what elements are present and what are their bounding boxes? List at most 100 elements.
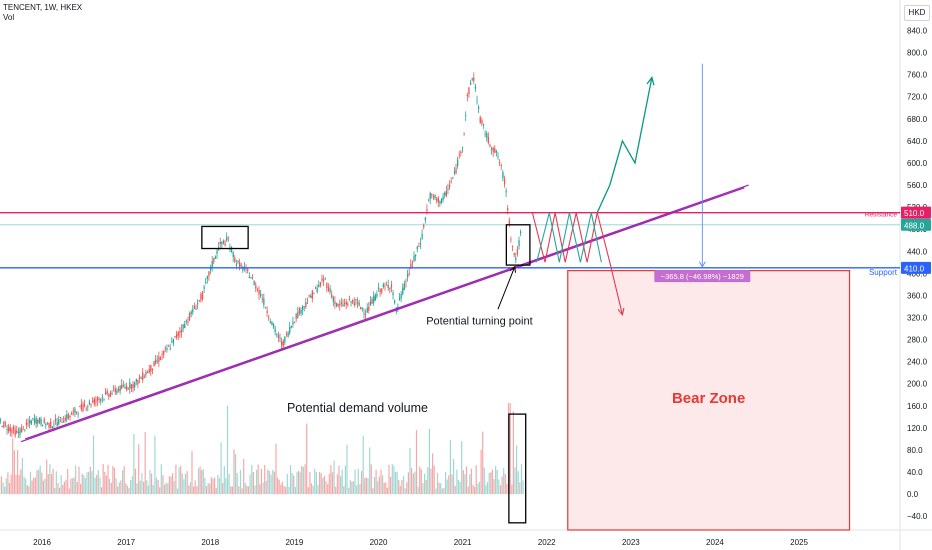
x-tick-label: 2018 <box>201 538 219 547</box>
volume-bar <box>138 444 140 495</box>
volume-bar <box>517 471 519 495</box>
candle-body <box>486 133 488 138</box>
volume-bar <box>147 485 149 495</box>
candle-body <box>27 423 29 425</box>
volume-bar <box>354 469 356 495</box>
candle-body <box>497 156 499 158</box>
volume-bar <box>480 449 482 495</box>
candle-body <box>234 257 236 262</box>
volume-bar <box>239 470 242 495</box>
candle-body <box>376 293 378 297</box>
candle-body <box>90 404 92 406</box>
y-tick-label: −40.0 <box>907 512 928 521</box>
candle-body <box>1 426 3 428</box>
candle-body <box>468 87 470 94</box>
volume-bar <box>440 483 442 495</box>
volume-bar <box>217 475 219 495</box>
candle-body <box>337 304 339 306</box>
volume-bar <box>63 481 65 495</box>
candle-body <box>88 401 91 405</box>
volume-bar <box>2 482 4 495</box>
candle-body <box>502 172 504 179</box>
volume-bar <box>298 470 300 495</box>
volume-bar <box>425 480 427 495</box>
candle-body <box>108 394 110 397</box>
volume-bar <box>491 469 493 495</box>
volume-bar <box>139 480 141 495</box>
candle-body <box>101 397 103 399</box>
candle-body <box>179 331 181 333</box>
candle-body <box>418 246 420 247</box>
candle-body <box>489 144 491 147</box>
volume-bar <box>485 485 487 495</box>
volume-bar <box>364 478 366 495</box>
volume-bar <box>323 475 325 495</box>
volume-bar <box>330 465 332 495</box>
candle-body <box>379 289 381 293</box>
y-tick-label: 440.0 <box>907 247 928 256</box>
volume-bar <box>288 486 290 495</box>
volume-bar <box>170 476 172 495</box>
candle-body <box>264 307 267 309</box>
volume-bar <box>4 486 6 495</box>
volume-bar <box>412 473 414 495</box>
candle-body <box>377 287 380 289</box>
volume-bar <box>209 483 211 495</box>
candle-body <box>87 406 89 407</box>
candle-body <box>24 429 26 431</box>
volume-bar <box>97 470 99 495</box>
volume-bar <box>204 477 206 495</box>
volume-bar <box>420 469 422 495</box>
volume-bar <box>448 475 450 495</box>
candle-body <box>126 386 128 390</box>
volume-bar <box>327 484 329 495</box>
volume-bar <box>226 405 229 495</box>
volume-bar <box>501 476 503 495</box>
volume-bar <box>365 477 367 495</box>
volume-bar <box>238 486 240 495</box>
candle-body <box>69 415 71 417</box>
volume-bar <box>26 485 28 495</box>
candle-body <box>331 294 333 298</box>
volume-bar <box>449 440 451 495</box>
candle-body <box>398 297 401 300</box>
annotation-turning-point: Potential turning point <box>426 315 532 327</box>
volume-bar <box>236 472 238 495</box>
volume-bar <box>478 481 481 495</box>
volume-bar <box>477 483 479 495</box>
candle-body <box>432 196 435 198</box>
volume-bar <box>126 485 128 495</box>
volume-bar <box>467 486 469 495</box>
volume-bar <box>99 477 101 495</box>
candle-body <box>58 419 60 425</box>
candle-body <box>72 410 74 412</box>
volume-bar <box>46 459 48 495</box>
volume-bar <box>432 453 434 495</box>
volume-bar <box>372 488 374 495</box>
volume-bar <box>278 479 280 495</box>
y-tick-label: 720.0 <box>907 93 928 102</box>
candle-body <box>421 233 423 239</box>
volume-bar <box>88 471 90 495</box>
candle-body <box>342 304 344 306</box>
volume-bar <box>130 480 132 495</box>
candle-body <box>490 148 493 150</box>
candle-body <box>366 307 368 313</box>
candle-body <box>352 299 354 303</box>
volume-bar <box>409 448 411 495</box>
bull-arrowhead <box>646 75 655 86</box>
level-price-tag <box>901 261 931 274</box>
candle-body <box>251 277 254 279</box>
volume-bar <box>519 482 521 495</box>
volume-bar <box>377 481 379 495</box>
x-tick-label: 2016 <box>33 538 51 547</box>
volume-bar <box>20 469 22 495</box>
volume-bar <box>280 484 282 495</box>
volume-bar <box>165 482 167 495</box>
volume-bar <box>205 485 208 495</box>
volume-bar <box>373 476 376 495</box>
y-tick-label: 600.0 <box>907 159 928 168</box>
candle-body <box>442 196 444 200</box>
candle-body <box>192 309 194 313</box>
measure-label: −365.8 (−46.98%) −1829 <box>661 272 744 281</box>
